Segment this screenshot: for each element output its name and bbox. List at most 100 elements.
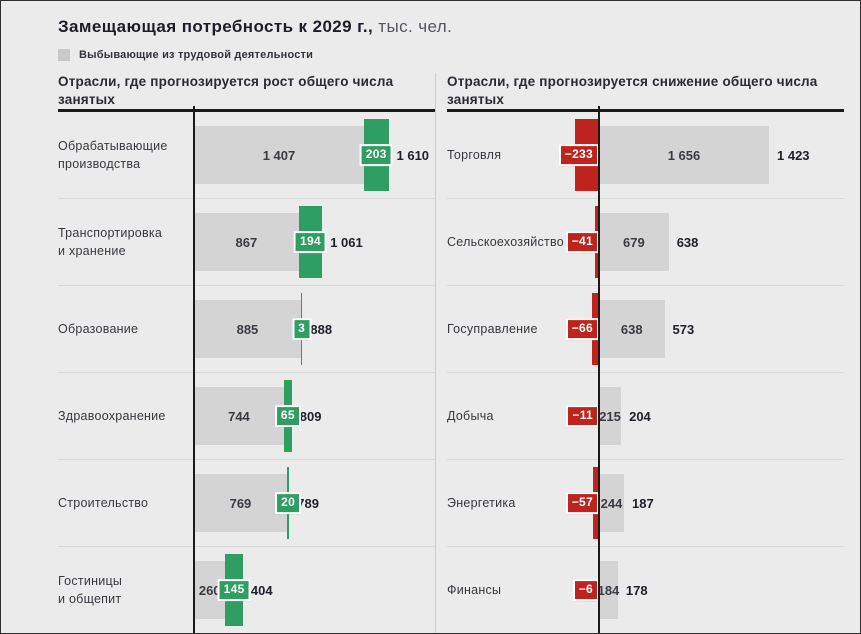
leaving-workforce-bar: 867 — [194, 213, 299, 271]
total-value: 1 423 — [777, 147, 810, 163]
leaving-workforce-value: 679 — [622, 234, 645, 250]
chart-row: Гостиницы и общепит 260 145 404 — [58, 547, 435, 633]
panel-decline-header: Отрасли, где прогнозируется снижение общ… — [447, 74, 818, 107]
decline-bar: −57 — [565, 467, 599, 539]
category-label: Строительство — [58, 495, 149, 510]
total-value: 789 — [297, 495, 319, 511]
bar-group: 744 65 809 — [194, 373, 435, 459]
chart-row: Добыча −11 215 204 — [447, 373, 844, 460]
leaving-workforce-value: 1 656 — [667, 147, 701, 163]
leaving-workforce-value: 744 — [228, 408, 250, 424]
chart-row: Финансы −6 184 178 — [447, 547, 844, 633]
change-value-chip: 65 — [274, 405, 301, 427]
change-value-chip: 3 — [292, 318, 312, 340]
leaving-workforce-bar: 184 — [597, 561, 620, 619]
leaving-workforce-bar: 638 — [599, 300, 665, 358]
legend: Выбывающие из трудовой деятельности — [58, 49, 844, 61]
leaving-workforce-value: 638 — [620, 321, 643, 337]
panel-growth-header: Отрасли, где прогнозируется рост общего … — [58, 74, 394, 107]
bar-group: −6 184 178 — [572, 547, 844, 633]
chart-row: Образование 885 3 888 — [58, 286, 435, 373]
change-value-chip: −11 — [566, 405, 599, 427]
change-value-chip: −41 — [565, 231, 599, 253]
bar-group: −233 1 656 1 423 — [558, 112, 844, 198]
category-label: Госуправление — [447, 321, 538, 336]
leaving-workforce-value: 215 — [599, 408, 621, 424]
total-value: 404 — [250, 582, 273, 598]
bar-group: 885 3 888 — [194, 286, 435, 372]
total-value: 187 — [632, 495, 654, 511]
leaving-workforce-bar: 744 — [194, 387, 284, 445]
chart-row: Транспортировка и хранение 867 194 1 061 — [58, 199, 435, 286]
panel-growth: Отрасли, где прогнозируется рост общего … — [58, 73, 436, 633]
leaving-workforce-bar: 244 — [599, 474, 624, 532]
decline-bar: −66 — [565, 293, 599, 365]
total-value: 573 — [672, 321, 695, 337]
decline-bar: −233 — [558, 119, 599, 191]
chart-row: Торговля −233 1 656 1 423 — [447, 112, 844, 199]
growth-bar: 20 — [275, 467, 302, 539]
panel-decline: Отрасли, где прогнозируется снижение общ… — [436, 73, 844, 633]
leaving-workforce-value: 244 — [600, 495, 623, 511]
legend-label: Выбывающие из трудовой деятельности — [79, 49, 314, 61]
category-label: Добыча — [447, 408, 494, 423]
bar-group: −66 638 573 — [565, 286, 844, 372]
change-value-chip: 20 — [275, 492, 302, 514]
change-value-chip: −57 — [565, 492, 599, 514]
bar-group: −11 215 204 — [566, 373, 844, 459]
leaving-workforce-value: 1 407 — [262, 147, 296, 163]
change-value-chip: 145 — [217, 579, 251, 601]
leaving-workforce-value: 260 — [198, 582, 221, 598]
baseline-axis — [598, 106, 600, 633]
category-label: Здравоохранение — [58, 408, 166, 423]
growth-bar: 203 — [359, 119, 393, 191]
leaving-workforce-bar: 1 656 — [599, 126, 769, 184]
growth-bar: 3 — [292, 293, 312, 365]
change-value-chip: −6 — [572, 579, 599, 601]
bar-group: 260 145 404 — [194, 547, 435, 633]
decline-bar: −41 — [565, 206, 599, 278]
chart-row: Госуправление −66 638 573 — [447, 286, 844, 373]
chart-row: Сельскоехозяйство −41 679 638 — [447, 199, 844, 286]
bar-group: 867 194 1 061 — [194, 199, 435, 285]
category-label: Торговля — [447, 147, 502, 162]
leaving-workforce-bar: 215 — [599, 387, 622, 445]
bar-group: −57 244 187 — [565, 460, 844, 546]
leaving-workforce-bar: 769 — [194, 474, 287, 532]
category-label: Гостиницы и общепит — [58, 573, 123, 606]
legend-swatch-icon — [58, 49, 70, 61]
growth-bar: 145 — [217, 554, 251, 626]
panel-growth-rows: Обрабатывающие производства 1 407 203 1 610… — [58, 106, 435, 633]
panel-decline-rows: Торговля −233 1 656 1 423 Сельскоехозяйство −… — [447, 106, 844, 633]
change-value-chip: 194 — [294, 231, 327, 253]
leaving-workforce-value: 769 — [229, 495, 252, 511]
chart-row: Здравоохранение 744 65 809 — [58, 373, 435, 460]
total-value: 178 — [625, 582, 648, 598]
total-value: 638 — [676, 234, 699, 250]
total-value: 1 061 — [330, 234, 363, 250]
category-label: Финансы — [447, 582, 502, 597]
title-unit: тыс. чел. — [378, 17, 453, 36]
header-rule — [58, 109, 435, 112]
category-label: Энергетика — [447, 495, 516, 510]
chart-row: Энергетика −57 244 187 — [447, 460, 844, 547]
growth-bar: 194 — [294, 206, 327, 278]
total-value: 809 — [299, 408, 322, 424]
growth-bar: 65 — [274, 380, 301, 452]
leaving-workforce-value: 867 — [235, 234, 258, 250]
chart-row: Обрабатывающие производства 1 407 203 1 610 — [58, 112, 435, 199]
change-value-chip: 203 — [359, 144, 393, 166]
leaving-workforce-value: 885 — [236, 321, 259, 337]
bar-group: −41 679 638 — [565, 199, 844, 285]
category-label: Образование — [58, 321, 139, 336]
bar-group: 1 407 203 1 610 — [194, 112, 435, 198]
category-label: Обрабатывающие производства — [58, 138, 168, 171]
category-label: Транспортировка и хранение — [58, 225, 163, 258]
leaving-workforce-value: 184 — [597, 582, 620, 598]
change-value-chip: −66 — [565, 318, 599, 340]
category-label: Сельскоехозяйство — [447, 234, 564, 249]
bar-group: 769 20 789 — [194, 460, 435, 546]
leaving-workforce-bar: 679 — [599, 213, 669, 271]
change-value-chip: −233 — [558, 144, 599, 166]
